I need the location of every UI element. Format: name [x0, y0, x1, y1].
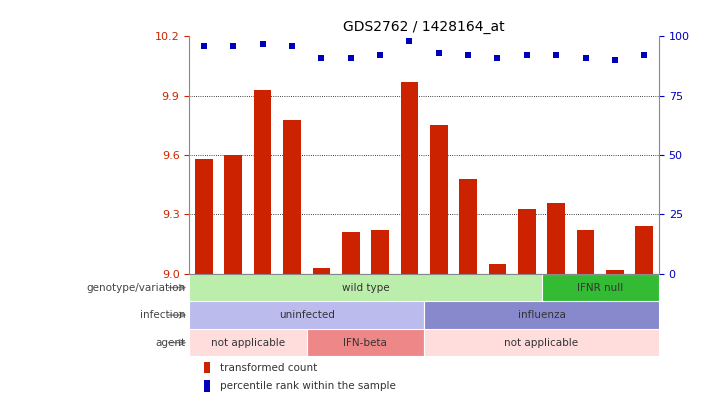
Point	[550, 52, 562, 59]
Point	[374, 52, 386, 59]
Bar	[254, 90, 271, 274]
Bar	[189, 329, 307, 356]
Bar	[430, 126, 448, 274]
Bar	[489, 264, 506, 274]
Bar	[636, 226, 653, 274]
Text: uninfected: uninfected	[279, 310, 334, 320]
Bar	[577, 230, 594, 274]
Text: not applicable: not applicable	[505, 338, 578, 347]
Bar	[606, 270, 624, 274]
Text: not applicable: not applicable	[211, 338, 285, 347]
Bar	[189, 301, 424, 329]
Text: percentile rank within the sample: percentile rank within the sample	[220, 381, 396, 391]
Text: wild type: wild type	[341, 283, 389, 292]
Point	[463, 52, 474, 59]
Point	[433, 50, 444, 56]
Point	[492, 55, 503, 61]
Text: infection: infection	[140, 310, 186, 320]
Point	[345, 55, 356, 61]
Point	[609, 57, 620, 64]
Bar	[342, 232, 360, 274]
Text: IFNR null: IFNR null	[577, 283, 623, 292]
Point	[404, 38, 415, 45]
Text: transformed count: transformed count	[220, 363, 318, 373]
Point	[639, 52, 650, 59]
Bar	[204, 362, 210, 373]
Bar	[424, 301, 659, 329]
Bar	[541, 274, 659, 301]
Text: influenza: influenza	[517, 310, 566, 320]
Text: agent: agent	[156, 338, 186, 347]
Bar	[313, 268, 330, 274]
Bar	[518, 209, 536, 274]
Text: genotype/variation: genotype/variation	[87, 283, 186, 292]
Bar	[547, 202, 565, 274]
Point	[522, 52, 533, 59]
Bar	[283, 119, 301, 274]
Bar	[372, 230, 389, 274]
Bar	[401, 82, 418, 274]
Point	[198, 43, 210, 49]
Bar	[189, 274, 541, 301]
Bar	[195, 159, 213, 274]
Bar	[424, 329, 659, 356]
Point	[315, 55, 327, 61]
Point	[228, 43, 239, 49]
Bar	[307, 329, 424, 356]
Text: GDS2762 / 1428164_at: GDS2762 / 1428164_at	[343, 20, 505, 34]
Bar	[459, 179, 477, 274]
Bar	[224, 155, 242, 274]
Point	[287, 43, 298, 49]
Text: IFN-beta: IFN-beta	[343, 338, 388, 347]
Point	[257, 40, 268, 47]
Point	[580, 55, 591, 61]
Bar	[204, 380, 210, 392]
